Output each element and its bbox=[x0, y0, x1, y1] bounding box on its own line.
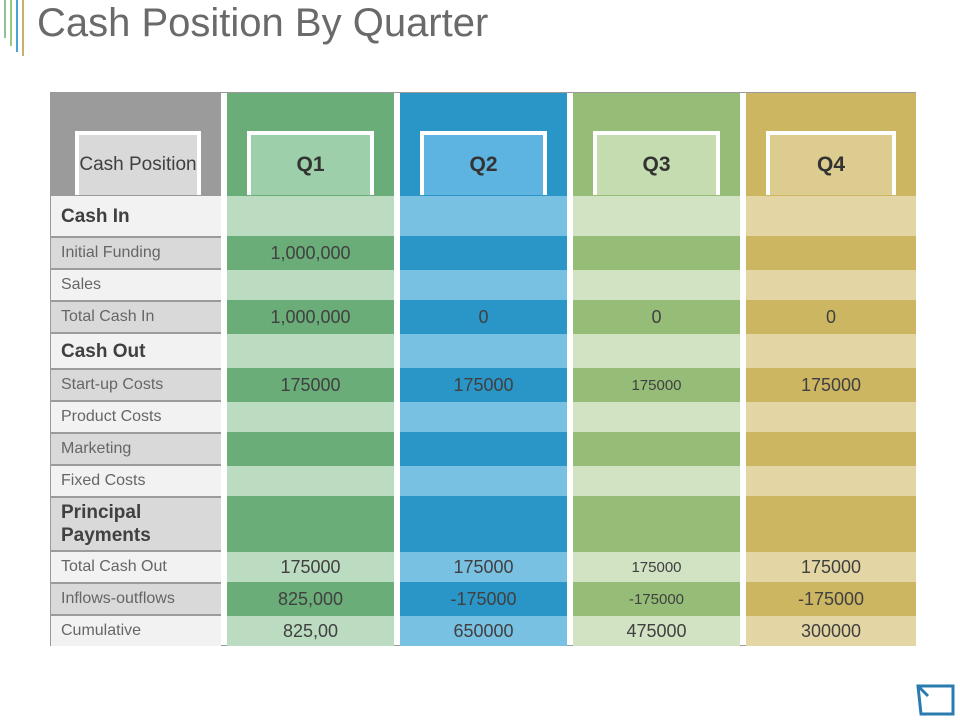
table-cell bbox=[746, 434, 916, 464]
table-cell: 300000 bbox=[746, 616, 916, 646]
table-cell: 175000 bbox=[400, 370, 567, 400]
quarter-column-q3: Q3 0 175000 175000 -175000 475000 bbox=[573, 93, 740, 646]
table-cell: 825,000 bbox=[227, 584, 394, 614]
header-cash-position: Cash Position bbox=[75, 131, 201, 195]
table-cell: 1,000,000 bbox=[227, 302, 394, 332]
slide-title: Cash Position By Quarter bbox=[37, 1, 489, 45]
table-cell bbox=[400, 334, 567, 368]
table-cell bbox=[400, 238, 567, 268]
row-label: Product Costs bbox=[51, 402, 221, 432]
table-cell bbox=[746, 402, 916, 432]
table-cell: 175000 bbox=[573, 552, 740, 582]
table-cell bbox=[400, 270, 567, 300]
table-cell bbox=[573, 498, 740, 550]
row-label: Fixed Costs bbox=[51, 466, 221, 496]
accent-line bbox=[10, 0, 12, 46]
accent-line bbox=[22, 0, 24, 56]
table-cell bbox=[746, 498, 916, 550]
table-cell bbox=[400, 402, 567, 432]
table-cell: 175000 bbox=[746, 552, 916, 582]
accent-line bbox=[16, 0, 18, 52]
row-label: Cash Out bbox=[51, 334, 221, 368]
row-label: Sales bbox=[51, 270, 221, 300]
table-cell bbox=[573, 238, 740, 268]
table-cell bbox=[746, 270, 916, 300]
header-q4: Q4 bbox=[766, 131, 896, 195]
corner-bracket-icon bbox=[916, 684, 955, 716]
table-cell bbox=[400, 196, 567, 236]
table-cell bbox=[227, 466, 394, 496]
table-cell bbox=[746, 238, 916, 268]
row-label: Total Cash In bbox=[51, 302, 221, 332]
table-cell: 1,000,000 bbox=[227, 238, 394, 268]
table-cell: 175000 bbox=[227, 552, 394, 582]
table-cell: 650000 bbox=[400, 616, 567, 646]
table-cell bbox=[573, 402, 740, 432]
table-cell bbox=[746, 466, 916, 496]
table-cell: 175000 bbox=[573, 370, 740, 400]
cash-position-table: Cash Position Cash In Initial Funding Sales… bbox=[50, 92, 916, 646]
table-cell: 0 bbox=[400, 302, 567, 332]
accent-line bbox=[4, 0, 6, 38]
table-cell: 175000 bbox=[746, 370, 916, 400]
label-column: Cash Position Cash In Initial Funding Sales… bbox=[51, 93, 221, 646]
table-cell bbox=[227, 334, 394, 368]
table-cell bbox=[746, 196, 916, 236]
quarter-column-q2: Q2 0 175000 175000 -175000 650000 bbox=[400, 93, 567, 646]
row-label: Principal Payments bbox=[51, 498, 221, 550]
row-label: Start-up Costs bbox=[51, 370, 221, 400]
table-cell bbox=[400, 466, 567, 496]
table-cell bbox=[573, 466, 740, 496]
row-label: Cash In bbox=[51, 196, 221, 236]
table-cell: 0 bbox=[746, 302, 916, 332]
quarter-column-q4: Q4 0 175000 175000 -175000 300000 bbox=[746, 93, 916, 646]
table-cell bbox=[227, 434, 394, 464]
header-q1: Q1 bbox=[247, 131, 374, 195]
table-cell: -175000 bbox=[573, 584, 740, 614]
row-label: Total Cash Out bbox=[51, 552, 221, 582]
table-cell bbox=[227, 402, 394, 432]
table-cell bbox=[746, 334, 916, 368]
table-cell: 175000 bbox=[227, 370, 394, 400]
table-cell: -175000 bbox=[746, 584, 916, 614]
table-cell bbox=[573, 334, 740, 368]
table-cell bbox=[573, 270, 740, 300]
row-label: Inflows-outflows bbox=[51, 584, 221, 614]
row-label: Initial Funding bbox=[51, 238, 221, 268]
table-cell: 475000 bbox=[573, 616, 740, 646]
table-cell bbox=[400, 498, 567, 550]
title-accent-lines bbox=[4, 0, 26, 56]
table-cell bbox=[573, 196, 740, 236]
table-cell bbox=[227, 270, 394, 300]
table-cell: 825,00 bbox=[227, 616, 394, 646]
quarter-column-q1: Q1 1,000,000 1,000,000 175000 175000 825,000 8… bbox=[227, 93, 394, 646]
header-q2: Q2 bbox=[420, 131, 547, 195]
row-label: Cumulative bbox=[51, 616, 221, 646]
table-cell: 0 bbox=[573, 302, 740, 332]
table-cell bbox=[227, 498, 394, 550]
table-cell bbox=[573, 434, 740, 464]
table-cell: 175000 bbox=[400, 552, 567, 582]
table-cell bbox=[400, 434, 567, 464]
row-label: Marketing bbox=[51, 434, 221, 464]
header-q3: Q3 bbox=[593, 131, 720, 195]
table-cell: -175000 bbox=[400, 584, 567, 614]
table-cell bbox=[227, 196, 394, 236]
